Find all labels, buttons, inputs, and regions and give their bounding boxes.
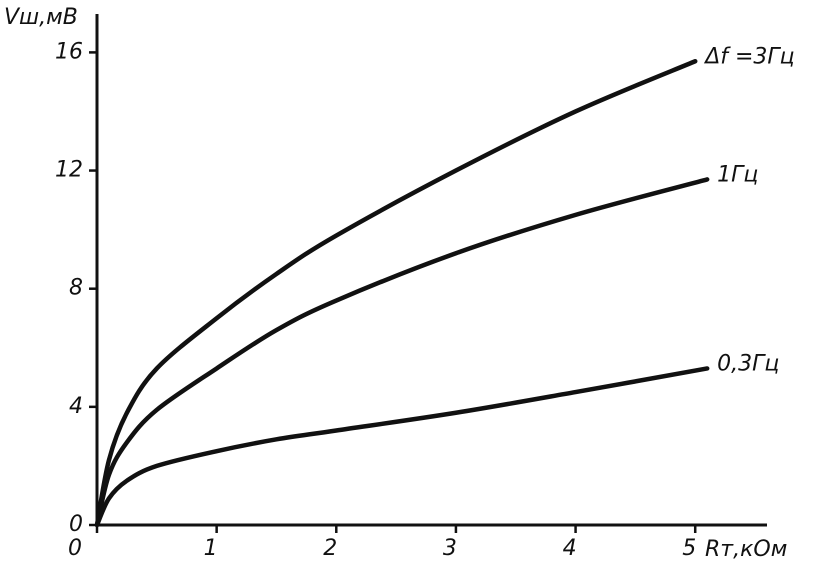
series-label: 0,3Гц	[717, 351, 779, 376]
y-axis-label: Vш,мВ	[4, 5, 78, 30]
y-tick-label: 8	[69, 276, 83, 301]
x-tick-label: 4	[563, 536, 577, 561]
x-axis-label: Rт,кОм	[705, 537, 787, 562]
series-line	[94, 366, 710, 528]
series-label: 1Гц	[717, 162, 758, 187]
x-tick-label: 1	[204, 536, 218, 561]
y-tick-label: 16	[55, 39, 83, 64]
series-line	[94, 177, 710, 528]
x-tick-label: 5	[682, 536, 696, 561]
x-tick-label: 0	[68, 536, 82, 561]
x-tick-label: 3	[443, 536, 457, 561]
y-tick-label: 0	[69, 512, 83, 537]
series-line	[94, 59, 698, 528]
y-tick-label: 12	[55, 158, 83, 183]
x-tick-label: 2	[323, 536, 337, 561]
series-label: Δf =3Гц	[703, 44, 794, 69]
y-tick-label: 4	[69, 394, 83, 419]
